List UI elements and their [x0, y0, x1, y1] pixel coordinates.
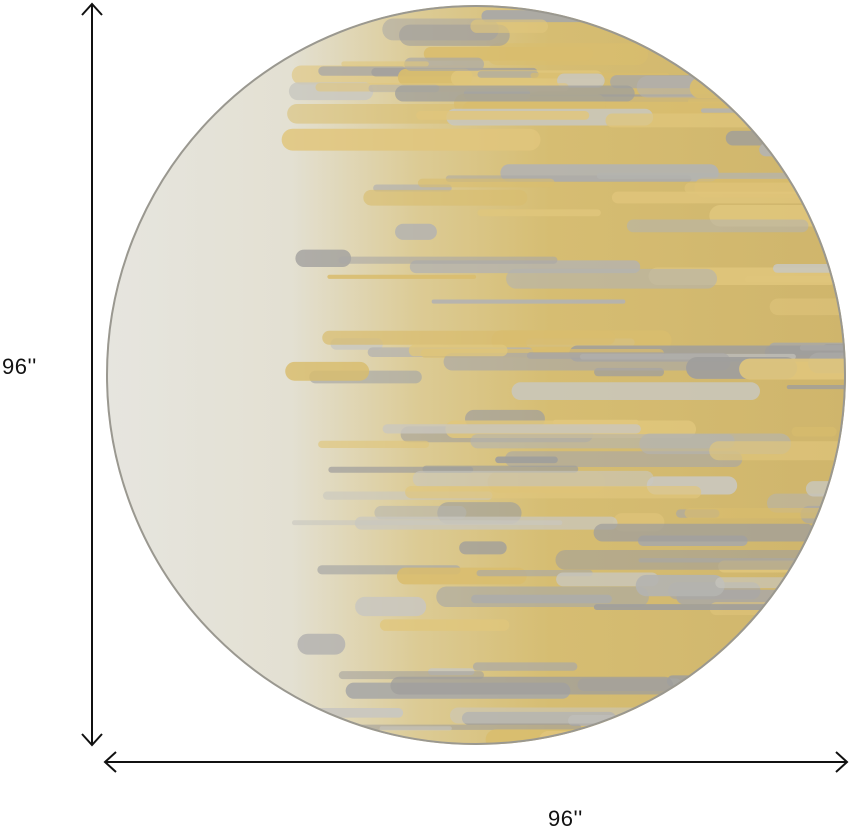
rug-pattern-streak — [799, 345, 845, 351]
rug-pattern-streak — [404, 57, 484, 71]
width-dimension-arrow — [103, 751, 849, 773]
width-label: 96'' — [548, 806, 583, 831]
rug-pattern-streak — [390, 676, 674, 695]
rug-pattern-streak — [621, 716, 748, 727]
rug-pattern-streak — [382, 424, 641, 434]
height-label: 96'' — [2, 354, 37, 379]
rug-pattern-streak — [791, 426, 837, 437]
rug-pattern-streak — [363, 189, 528, 206]
rug-pattern-streak — [555, 549, 844, 570]
rug-pattern-streak — [552, 6, 713, 10]
rug-pattern-streak — [621, 25, 697, 35]
rug-pattern-streak — [472, 662, 578, 671]
rug-pattern-streak — [780, 721, 845, 729]
rug-pattern-streak — [443, 352, 731, 371]
rug-pattern-streak — [504, 451, 743, 467]
rug-pattern-streak — [797, 562, 845, 583]
rug-pattern-streak — [783, 94, 845, 107]
rug-pattern-streak — [798, 63, 845, 84]
rug-pattern-streak — [338, 256, 558, 264]
rug-pattern-streak — [772, 63, 845, 75]
rug-pattern-streak — [395, 223, 437, 240]
rug-pattern-streak — [291, 520, 563, 526]
rug-pattern-streak — [816, 685, 845, 703]
rug-pattern-streak — [281, 707, 404, 718]
rug-pattern-streak — [744, 276, 845, 283]
rug-pattern-streak — [737, 103, 845, 108]
rug-pattern-streak — [635, 574, 725, 597]
rug-pattern-streak — [666, 675, 845, 687]
rug-pattern-streak — [408, 344, 508, 357]
rug-pattern-streak — [355, 596, 427, 617]
rug-pattern-streak — [703, 11, 845, 29]
rug-pattern-streak — [556, 572, 659, 587]
rug-pattern-streak — [636, 75, 845, 98]
rug-pattern-streak — [557, 73, 605, 88]
rug-pattern-streak — [379, 619, 510, 631]
rug-pattern-streak — [795, 80, 845, 100]
height-dimension-arrow — [81, 2, 103, 747]
rug-pattern-streak — [827, 7, 845, 17]
rug-pattern-streak — [341, 61, 429, 67]
rug-pattern-streak — [395, 85, 635, 102]
rug-pattern-streak — [720, 17, 845, 34]
rug-pattern-streak — [700, 108, 832, 113]
rug-pattern-streak — [506, 268, 718, 289]
rug-pattern-streak — [470, 434, 735, 449]
rug-pattern-streak — [295, 249, 352, 267]
rug-pattern-streak — [769, 79, 845, 91]
rug-pattern-streak — [379, 726, 452, 731]
rug-pattern-streak — [322, 330, 616, 345]
rug-pattern-streak — [626, 219, 809, 233]
rug-pattern-streak — [423, 47, 593, 61]
rug-pattern-streak — [593, 523, 816, 542]
rug-pattern-streak — [716, 78, 845, 90]
rug-pattern-streak — [477, 209, 601, 217]
rug-pattern-streak — [769, 298, 845, 316]
rug-pattern-streak — [422, 465, 579, 473]
rug-pattern-streak — [459, 541, 507, 555]
rug-pattern-streak — [297, 633, 346, 655]
rug-pattern-streak — [495, 456, 558, 464]
rug-pattern-streak — [470, 19, 548, 33]
rug-pattern-streak — [709, 441, 845, 461]
rug-pattern-streak — [485, 729, 714, 744]
rug-pattern-streak — [327, 274, 477, 279]
rug-pattern-streak — [725, 130, 845, 146]
rug-pattern-streak — [477, 71, 539, 78]
rug-pattern-streak — [728, 675, 787, 689]
rug-pattern-streak — [285, 361, 370, 381]
rug-pattern-streak — [684, 508, 845, 519]
rug-pattern-streak — [593, 604, 845, 611]
rug-pattern-streak — [772, 264, 845, 273]
rug-pattern-streak — [786, 384, 845, 390]
rug-pattern-streak — [450, 707, 720, 724]
rug-pattern-streak — [727, 719, 845, 728]
rug-pattern-streak — [374, 505, 467, 520]
rug-pattern-streak — [511, 382, 761, 401]
rug-pattern-streak — [792, 587, 845, 610]
rug-pattern-streak — [596, 172, 796, 179]
rug-pattern-streak — [810, 661, 845, 683]
rug-pattern-streak — [417, 178, 555, 188]
rug-pattern-streak — [611, 191, 845, 204]
rug-pattern-streak — [281, 128, 541, 151]
rug-pattern-streak — [436, 586, 649, 608]
rug-pattern-streak — [405, 485, 702, 499]
rug-pattern-streak — [412, 470, 654, 487]
rug-pattern-streak — [814, 626, 845, 640]
round-rug-image — [106, 5, 846, 745]
rug-pattern-streak — [739, 358, 845, 380]
rug-pattern-streak — [605, 113, 786, 128]
rug-pattern-streak — [715, 577, 791, 589]
rug-pattern-streak — [318, 440, 430, 448]
rug-pattern-streak — [416, 111, 590, 120]
rug-pattern-streak — [431, 299, 626, 304]
